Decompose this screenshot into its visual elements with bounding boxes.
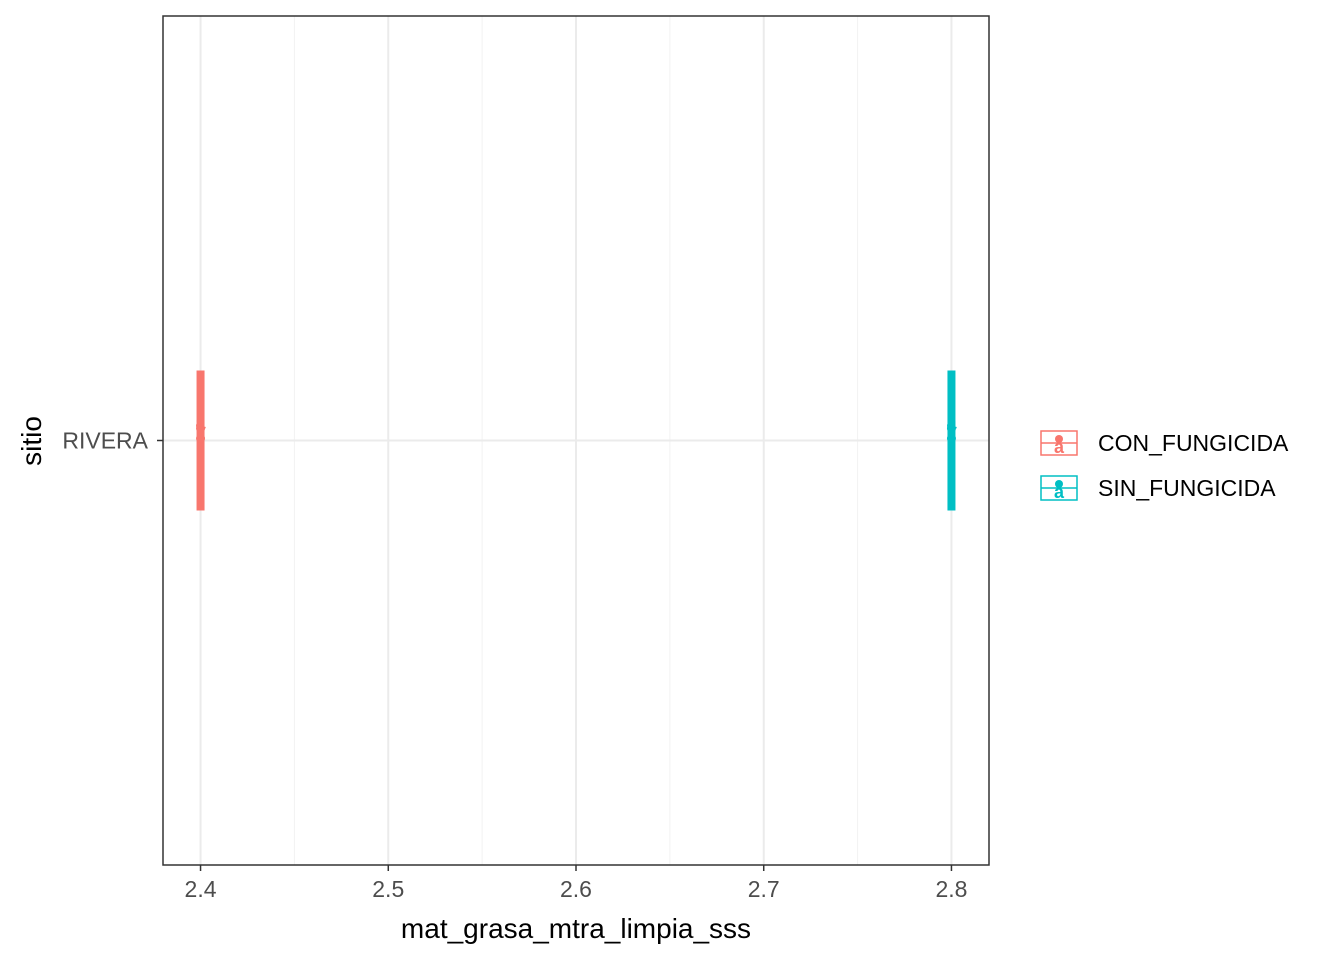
legend-label: SIN_FUNGICIDA (1098, 475, 1276, 501)
data-point (946, 424, 956, 433)
legend-key-point (1055, 480, 1063, 488)
x-tick-label: 2.8 (935, 876, 967, 902)
grid-lines (163, 16, 989, 865)
x-tick-label: 2.4 (185, 876, 217, 902)
y-axis-ticks: RIVERA (62, 428, 163, 454)
x-axis-title: mat_grasa_mtra_limpia_sss (401, 913, 751, 944)
y-tick-label: RIVERA (62, 428, 148, 454)
legend-label: CON_FUNGICIDA (1098, 430, 1289, 456)
point-label: a (946, 413, 957, 433)
legend-key-point (1055, 435, 1063, 443)
data-point (196, 424, 206, 433)
legend-key-label: a (1054, 482, 1065, 502)
data-point (946, 434, 956, 443)
legend-key-label: a (1054, 437, 1065, 457)
x-tick-label: 2.5 (372, 876, 404, 902)
x-tick-label: 2.7 (748, 876, 780, 902)
x-axis-ticks: 2.4 2.5 2.6 2.7 2.8 (185, 865, 967, 902)
x-tick-label: 2.6 (560, 876, 592, 902)
y-axis-title: sitio (16, 416, 47, 466)
data-point (196, 434, 206, 443)
point-label: a (196, 413, 207, 433)
